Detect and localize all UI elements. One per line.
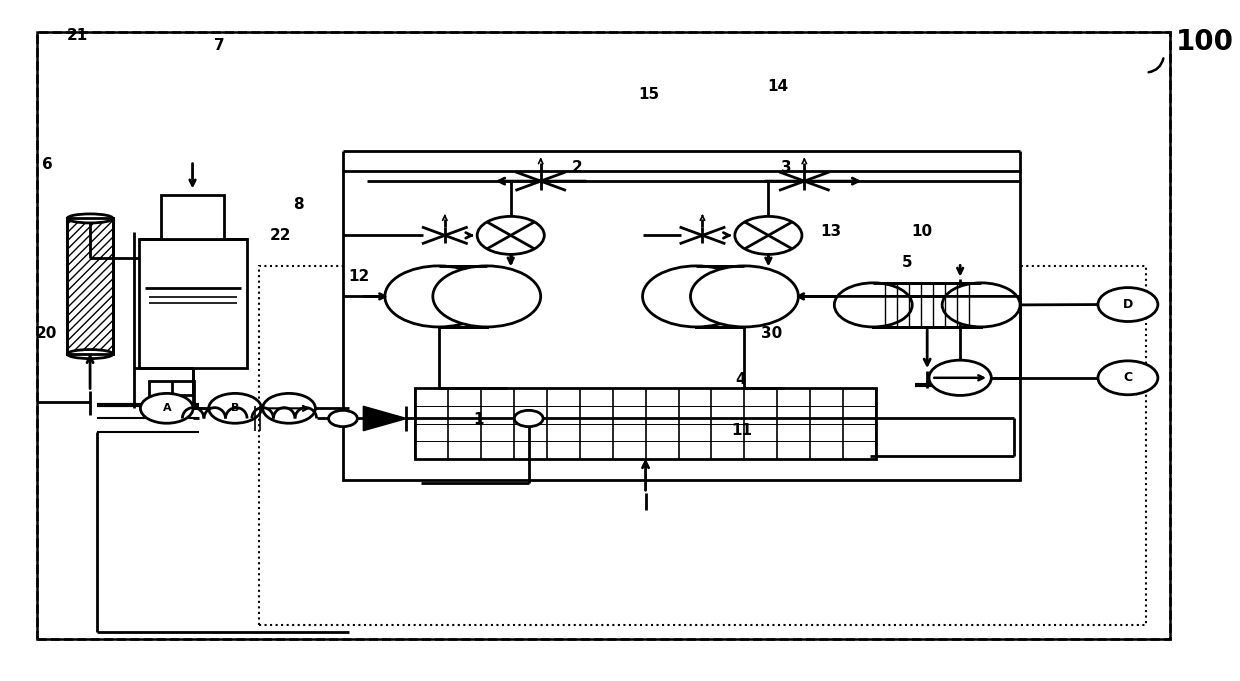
- Ellipse shape: [433, 266, 541, 327]
- Bar: [697, 266, 744, 327]
- Bar: [149, 381, 195, 409]
- Text: A: A: [162, 403, 171, 413]
- Text: 30: 30: [761, 326, 782, 341]
- Bar: [67, 219, 113, 354]
- Text: 11: 11: [732, 423, 753, 438]
- Circle shape: [263, 394, 315, 424]
- Bar: [439, 266, 487, 327]
- Bar: [343, 171, 1021, 479]
- Bar: [697, 266, 744, 327]
- Text: 1: 1: [474, 413, 484, 428]
- Bar: [415, 388, 877, 459]
- Text: 3: 3: [781, 160, 791, 175]
- Ellipse shape: [942, 283, 1021, 327]
- Text: D: D: [1122, 298, 1133, 311]
- Bar: [873, 283, 981, 327]
- Circle shape: [735, 217, 802, 255]
- Text: 14: 14: [768, 79, 789, 94]
- Circle shape: [208, 394, 262, 424]
- Text: 10: 10: [911, 225, 932, 240]
- Ellipse shape: [67, 214, 113, 223]
- Text: 5: 5: [901, 255, 913, 270]
- Ellipse shape: [67, 349, 113, 359]
- Polygon shape: [363, 407, 407, 430]
- Ellipse shape: [384, 266, 492, 327]
- Ellipse shape: [835, 283, 913, 327]
- Bar: [37, 32, 1169, 639]
- Circle shape: [1097, 361, 1158, 395]
- Text: 6: 6: [42, 157, 52, 172]
- Text: B: B: [231, 403, 239, 413]
- Ellipse shape: [642, 266, 750, 327]
- Circle shape: [477, 217, 544, 255]
- Text: 12: 12: [348, 268, 370, 283]
- Circle shape: [1097, 287, 1158, 321]
- Text: 15: 15: [639, 87, 660, 102]
- Bar: [37, 32, 1169, 639]
- Bar: [439, 266, 487, 327]
- Bar: [873, 283, 981, 327]
- Text: 7: 7: [215, 38, 224, 53]
- Circle shape: [140, 394, 193, 424]
- FancyArrowPatch shape: [1148, 59, 1163, 72]
- Circle shape: [929, 360, 991, 396]
- Text: 21: 21: [66, 28, 88, 43]
- Text: 13: 13: [820, 225, 841, 240]
- Text: 2: 2: [572, 160, 582, 175]
- Bar: [67, 219, 113, 354]
- Text: 8: 8: [294, 197, 304, 212]
- Circle shape: [515, 411, 543, 426]
- Bar: [259, 266, 1146, 625]
- Text: C: C: [1123, 371, 1132, 384]
- Circle shape: [329, 411, 357, 426]
- Bar: [161, 195, 224, 239]
- Bar: [139, 239, 247, 368]
- Bar: [67, 219, 113, 354]
- Text: 22: 22: [270, 228, 291, 243]
- Text: 20: 20: [36, 326, 57, 341]
- Ellipse shape: [691, 266, 799, 327]
- Text: 100: 100: [1176, 28, 1234, 56]
- Text: 4: 4: [735, 372, 746, 387]
